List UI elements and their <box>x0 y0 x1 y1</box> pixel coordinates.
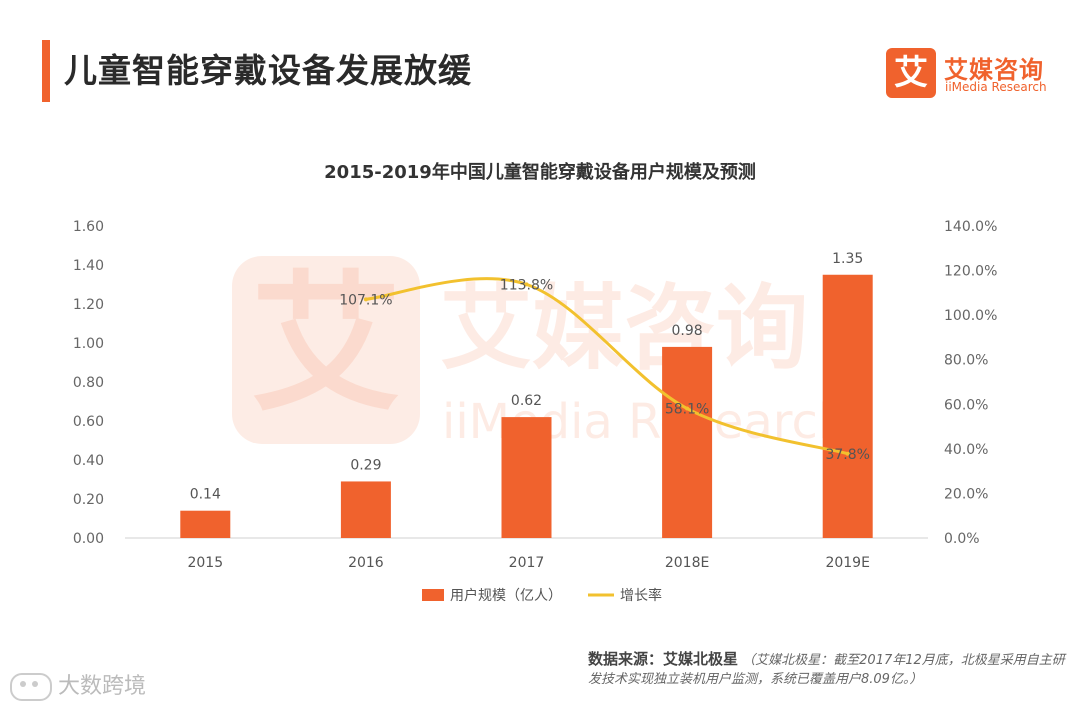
footer-watermark-text: 大数跨境 <box>58 674 147 699</box>
brand-name-en: iiMedia Research <box>945 80 1047 94</box>
bar-label-2015: 0.14 <box>190 487 221 503</box>
y-left-tick-label: 1.60 <box>73 219 104 235</box>
x-tick-label: 2019E <box>825 555 869 571</box>
bar-2015 <box>180 510 231 538</box>
growth-rate-label-2019E: 37.8% <box>825 447 869 463</box>
x-tick-label: 2015 <box>187 555 223 571</box>
footer-watermark: 大数跨境 <box>10 668 146 701</box>
bar-label-2018E: 0.98 <box>672 323 703 339</box>
watermark-logo-box <box>232 256 420 444</box>
watermark-text-cn: 艾媒咨询 <box>440 275 808 382</box>
y-left-tick-label: 0.60 <box>73 414 104 430</box>
source-detail: （艾媒北极星：截至2017年12月底，北极星采用自主研发技术实现独立装机用户监测… <box>588 653 1065 687</box>
chart-title: 2015-2019年中国儿童智能穿戴设备用户规模及预测 <box>324 161 756 183</box>
bar-2016 <box>340 481 391 538</box>
bar-2018E <box>662 346 713 538</box>
growth-rate-label-2016: 107.1% <box>339 292 392 308</box>
bar-label-2019E: 1.35 <box>832 251 863 267</box>
title-accent-bar <box>42 40 50 102</box>
y-right-tick-label: 40.0% <box>944 442 988 458</box>
growth-rate-label-2018E: 58.1% <box>665 402 709 418</box>
y-right-tick-label: 120.0% <box>944 264 997 280</box>
y-right-tick-label: 60.0% <box>944 397 988 413</box>
growth-rate-point-2016 <box>363 297 368 302</box>
y-right-tick-label: 140.0% <box>944 219 997 235</box>
bar-2019E <box>822 274 873 538</box>
y-left-tick-label: 0.20 <box>73 492 104 508</box>
y-left-tick-label: 0.40 <box>73 453 104 469</box>
y-right-tick-label: 80.0% <box>944 353 988 369</box>
y-right-tick-label: 0.0% <box>944 531 980 547</box>
bar-label-2016: 0.29 <box>350 457 381 473</box>
y-left-tick-label: 0.00 <box>73 531 104 547</box>
bar-2017 <box>501 417 552 538</box>
y-right-tick-label: 20.0% <box>944 486 988 502</box>
weibo-icon <box>10 673 52 701</box>
y-left-tick-label: 1.00 <box>73 336 104 352</box>
growth-rate-label-2017: 113.8% <box>500 277 553 293</box>
x-tick-label: 2016 <box>348 555 384 571</box>
y-left-tick-label: 1.20 <box>73 297 104 313</box>
growth-rate-line <box>365 277 849 456</box>
y-left-tick-label: 1.40 <box>73 258 104 274</box>
y-right-tick-label: 100.0% <box>944 308 997 324</box>
growth-rate-point-2019E <box>845 451 850 456</box>
x-tick-label: 2018E <box>665 555 709 571</box>
brand-name-cn: 艾媒咨询 <box>944 56 1044 84</box>
source-note: 数据来源：艾媒北极星 （艾媒北极星：截至2017年12月底，北极星采用自主研发技… <box>588 650 1068 689</box>
source-label: 数据来源：艾媒北极星 <box>588 650 739 668</box>
x-tick-label: 2017 <box>509 555 545 571</box>
brand-logo-block: 艾 艾媒咨询 iiMedia Research <box>886 48 1066 100</box>
legend-line-label: 增长率 <box>620 587 662 604</box>
bar-label-2017: 0.62 <box>511 393 542 409</box>
page-title: 儿童智能穿戴设备发展放缓 <box>64 51 472 90</box>
growth-rate-point-2017 <box>524 282 529 287</box>
brand-logo-icon: 艾 <box>886 48 936 98</box>
legend-bar-swatch <box>422 589 444 601</box>
watermark-logo-glyph: 艾 <box>251 258 401 432</box>
growth-rate-point-2018E <box>685 406 690 411</box>
legend-bar-label: 用户规模（亿人） <box>450 587 562 604</box>
y-left-tick-label: 0.80 <box>73 375 104 391</box>
